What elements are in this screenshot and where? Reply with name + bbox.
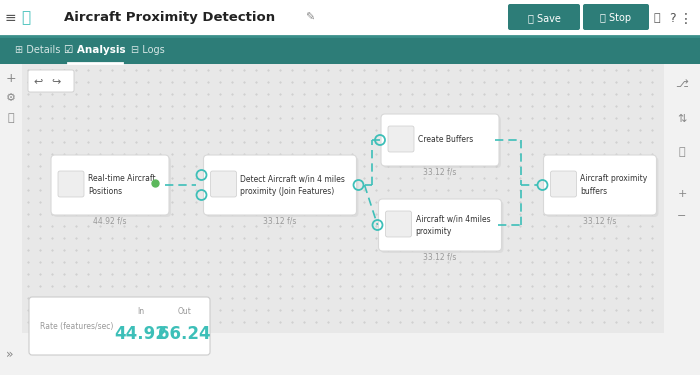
Text: 〜: 〜 [8,113,14,123]
Text: ⇅: ⇅ [678,114,687,124]
FancyBboxPatch shape [381,201,503,253]
Text: Aircraft Proximity Detection: Aircraft Proximity Detection [64,12,276,24]
Bar [22,64,664,333]
FancyBboxPatch shape [28,70,74,92]
Text: ⟁: ⟁ [22,10,31,26]
Text: 33.12 f/s: 33.12 f/s [583,216,617,225]
Text: Rate (features/sec): Rate (features/sec) [40,321,113,330]
Text: ?: ? [668,12,676,24]
Text: −: − [678,211,687,221]
Bar [0,333,700,375]
Text: 33.12 f/s: 33.12 f/s [424,252,456,261]
FancyBboxPatch shape [583,4,649,30]
Text: In: In [137,308,144,316]
Text: 👤: 👤 [654,13,660,23]
Text: ⬜ Stop: ⬜ Stop [601,13,631,23]
Text: ✎: ✎ [305,13,315,23]
Text: ⎇: ⎇ [676,79,688,89]
FancyBboxPatch shape [388,126,414,152]
FancyBboxPatch shape [386,211,412,237]
FancyBboxPatch shape [379,199,501,251]
Text: Out: Out [177,308,191,316]
FancyBboxPatch shape [53,157,171,217]
Text: Real-time Aircraft
Positions: Real-time Aircraft Positions [88,174,155,196]
Text: +: + [678,189,687,199]
Text: Detect Aircraft w/in 4 miles
proximity (Join Features): Detect Aircraft w/in 4 miles proximity (… [241,174,345,196]
FancyBboxPatch shape [211,171,237,197]
Text: ≡: ≡ [4,11,16,25]
Text: 44.92: 44.92 [114,325,167,343]
FancyBboxPatch shape [545,157,659,217]
Text: ⋮: ⋮ [679,12,693,26]
Text: Aircraft w/in 4miles
proximity: Aircraft w/in 4miles proximity [416,214,490,236]
FancyBboxPatch shape [508,4,580,30]
Bar [0,0,700,36]
Text: ⤢: ⤢ [679,147,685,157]
Bar [664,64,700,333]
Text: ↪: ↪ [51,76,61,86]
FancyBboxPatch shape [204,155,356,215]
FancyBboxPatch shape [58,171,84,197]
FancyBboxPatch shape [543,155,657,215]
Text: 33.12 f/s: 33.12 f/s [424,168,456,177]
FancyBboxPatch shape [29,297,210,355]
Text: 33.12 f/s: 33.12 f/s [263,216,297,225]
FancyBboxPatch shape [206,157,358,217]
Text: +: + [6,72,16,84]
Text: Aircraft proximity
buffers: Aircraft proximity buffers [580,174,648,196]
Bar [0,64,22,333]
Text: 💾 Save: 💾 Save [528,13,561,23]
FancyBboxPatch shape [51,155,169,215]
Text: ↩: ↩ [34,76,43,86]
Bar [0,36,700,64]
FancyBboxPatch shape [381,114,499,166]
Text: 44.92 f/s: 44.92 f/s [93,216,127,225]
Text: 66.24: 66.24 [158,325,211,343]
Text: ☑ Analysis: ☑ Analysis [64,45,126,55]
Text: ⊟ Logs: ⊟ Logs [131,45,165,55]
FancyBboxPatch shape [550,171,577,197]
Text: »: » [6,348,14,360]
Text: ⊞ Details: ⊞ Details [15,45,61,55]
Text: Create Buffers: Create Buffers [418,135,473,144]
FancyBboxPatch shape [383,116,501,168]
Text: ⚙: ⚙ [6,93,16,103]
